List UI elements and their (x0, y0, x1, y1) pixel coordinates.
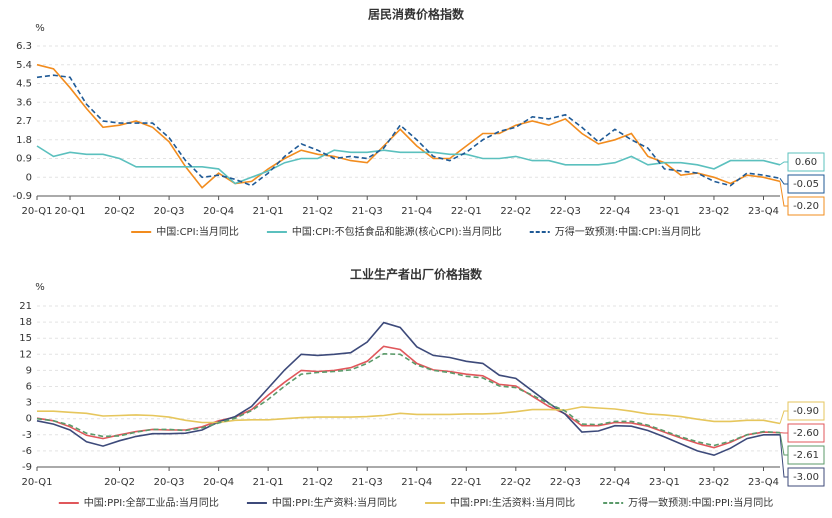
x-tick-label: 21-Q1 (253, 206, 284, 217)
x-tick-label: 21-Q1 (253, 477, 284, 488)
y-tick-label: 3.6 (16, 97, 32, 108)
x-tick-label: 20-Q4 (203, 477, 234, 488)
value-label: 0.60 (795, 157, 817, 168)
y-tick-label: -0.9 (12, 191, 32, 202)
value-label-box (787, 152, 825, 172)
y-tick-label: 2.7 (16, 116, 32, 127)
label-leader (779, 432, 788, 456)
y-tick-label: 0.9 (16, 154, 32, 165)
y-tick-label: -6 (22, 446, 32, 457)
legend-label: 万得一致预测:中国:CPI:当月同比 (555, 225, 701, 238)
value-label: -2.61 (793, 450, 819, 461)
x-tick-label: 20-Q4 (203, 206, 234, 217)
legend-label: 中国:CPI:不包括食品和能源(核心CPI):当月同比 (292, 225, 502, 238)
legend-label: 中国:PPI:生活资料:当月同比 (450, 496, 575, 509)
y-tick-label: 1.8 (16, 135, 32, 146)
x-tick-label: 23-Q4 (748, 206, 779, 217)
value-label: -3.00 (793, 472, 819, 483)
series-line (36, 321, 780, 457)
value-label-box (787, 196, 825, 216)
value-label: -2.60 (793, 428, 819, 439)
y-tick-label: 21 (19, 301, 32, 312)
label-leader (779, 410, 788, 424)
x-tick-label: 23-Q1 (649, 477, 680, 488)
series-line (37, 406, 781, 425)
value-label-box (787, 174, 825, 194)
y-tick-label: -3 (22, 430, 32, 441)
x-tick-label: 21-Q4 (401, 477, 432, 488)
label-leader (779, 181, 788, 207)
x-tick-label: 22-Q3 (550, 206, 581, 217)
y-tick-label: 4.5 (16, 79, 32, 90)
x-tick-label: 21-Q3 (352, 206, 383, 217)
value-label-box (787, 445, 825, 465)
legend-label: 中国:PPI:全部工业品:当月同比 (84, 496, 219, 509)
x-tick-label: 20-Q1 (22, 477, 53, 488)
value-label: -0.05 (793, 179, 819, 190)
x-tick-label: 22-Q1 (451, 206, 482, 217)
y-tick-label: 18 (19, 317, 32, 328)
x-tick-label: 20-Q2 (104, 477, 135, 488)
y-tick-label: -9 (22, 462, 32, 473)
y-tick-label: 15 (19, 333, 32, 344)
x-tick-label: 21-Q2 (302, 477, 333, 488)
y-axis-unit: % (35, 23, 45, 34)
legend: 中国:PPI:全部工业品:当月同比 中国:PPI:生产资料:当月同比 中国:PPI:… (58, 496, 773, 509)
x-tick-label: 20-Q2 (104, 206, 135, 217)
x-tick-label: 20-Q1 (55, 206, 86, 217)
x-tick-label: 23-Q2 (698, 477, 729, 488)
x-tick-label: 21-Q2 (302, 206, 333, 217)
label-leader (779, 434, 788, 478)
series-line (36, 345, 781, 449)
x-tick-label: 23-Q2 (698, 206, 729, 217)
y-tick-label: 0 (26, 172, 32, 183)
legend-label: 万得一致预测:中国:PPI:当月同比 (628, 496, 773, 509)
chart-title: 工业生产者出厂价格指数 (350, 267, 483, 282)
y-tick-label: 9 (26, 365, 32, 376)
x-tick-label: 23-Q4 (748, 477, 779, 488)
series-line (36, 352, 781, 447)
x-tick-label: 22-Q2 (500, 477, 531, 488)
y-tick-label: 12 (19, 349, 32, 360)
label-leader (779, 161, 788, 166)
x-tick-label: 22-Q4 (599, 477, 630, 488)
legend-label: 中国:CPI:当月同比 (156, 225, 239, 238)
label-leader (779, 178, 788, 185)
series-line (36, 145, 781, 185)
value-label-box (787, 401, 825, 421)
legend-label: 中国:PPI:生产资料:当月同比 (272, 496, 397, 509)
legend: 中国:CPI:当月同比 中国:CPI:不包括食品和能源(核心CPI):当月同比 万得… (131, 225, 701, 238)
series-line (36, 63, 781, 189)
y-tick-label: 6 (26, 382, 32, 393)
x-tick-label: 20-Q3 (154, 477, 185, 488)
value-label-box (787, 423, 825, 443)
chart-title: 居民消费价格指数 (368, 7, 465, 22)
y-tick-label: 6.3 (16, 41, 32, 52)
x-tick-label: 20-Q3 (154, 206, 185, 217)
series-line (36, 74, 781, 187)
y-axis-unit: % (35, 282, 45, 293)
value-label: -0.20 (793, 201, 819, 212)
y-tick-label: 5.4 (16, 60, 32, 71)
y-tick-label: 3 (26, 398, 32, 409)
x-tick-label: 22-Q2 (500, 206, 531, 217)
x-tick-label: 22-Q4 (599, 206, 630, 217)
x-tick-label: 21-Q3 (352, 477, 383, 488)
x-tick-label: 23-Q1 (649, 206, 680, 217)
x-tick-label: 22-Q3 (550, 477, 581, 488)
value-label-box (787, 467, 825, 487)
y-tick-label: 0 (26, 414, 32, 425)
x-tick-label: 22-Q1 (451, 477, 482, 488)
x-tick-label: 21-Q4 (401, 206, 432, 217)
value-label: -0.90 (793, 406, 819, 417)
x-tick-label: 20-Q1 (22, 206, 53, 217)
